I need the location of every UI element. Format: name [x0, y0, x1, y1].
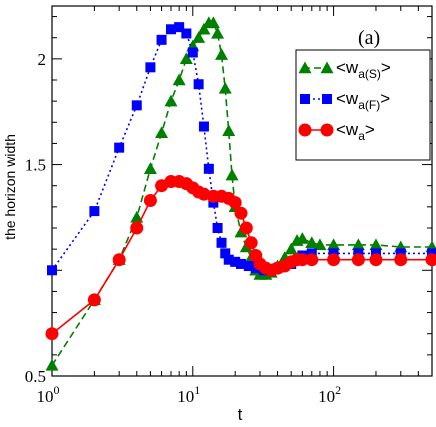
data-point: [351, 253, 365, 267]
legend-label: <wa>: [336, 120, 375, 143]
data-point: [313, 238, 327, 251]
data-point: [295, 232, 309, 244]
data-point: [394, 253, 408, 267]
data-point: [369, 238, 383, 251]
legend-entry: <wa(S)>: [298, 58, 391, 81]
legend-entry: <wa>: [298, 120, 375, 143]
data-point: [212, 223, 223, 233]
series-layer: [45, 16, 436, 371]
data-point: [295, 253, 309, 267]
data-point: [206, 16, 220, 29]
data-point: [45, 358, 59, 371]
legend-marker: [322, 94, 332, 104]
data-point: [131, 100, 142, 111]
y-tick-label: 2: [38, 50, 47, 69]
series-circle: [45, 174, 436, 341]
data-point: [164, 94, 178, 107]
data-point: [225, 168, 239, 181]
data-point: [215, 48, 229, 60]
data-point: [179, 52, 193, 65]
legend-entry: <wa(F)>: [300, 89, 390, 112]
legend-marker: [298, 61, 312, 74]
y-tick-label: 0.5: [25, 367, 46, 386]
x-tick-label: 100: [37, 383, 60, 406]
data-point: [211, 26, 225, 39]
x-tick-label: 102: [318, 383, 341, 406]
data-point: [327, 238, 341, 251]
data-point: [130, 221, 144, 235]
data-point: [172, 73, 186, 86]
y-axis-label: the horizon width: [2, 134, 18, 240]
data-point: [155, 126, 169, 139]
data-point: [174, 22, 185, 33]
data-point: [284, 242, 298, 255]
legend-label: <wa(F)>: [336, 89, 390, 112]
data-point: [181, 28, 192, 39]
data-point: [425, 253, 436, 267]
data-point: [45, 327, 59, 341]
data-point: [230, 256, 241, 267]
data-point: [198, 121, 209, 132]
data-point: [228, 196, 242, 210]
legend-entries: <wa(S)> <wa(F)> <wa>: [298, 58, 391, 143]
data-point: [197, 22, 211, 35]
data-point: [305, 253, 319, 267]
legend-label: <wa(S)>: [336, 58, 391, 81]
data-point: [143, 194, 157, 208]
legend-marker: [320, 123, 334, 137]
data-point: [239, 221, 253, 235]
data-point: [327, 253, 341, 267]
data-point: [234, 206, 248, 220]
data-point: [243, 261, 254, 272]
data-point: [305, 236, 319, 248]
data-point: [216, 237, 227, 248]
data-point: [114, 142, 125, 153]
tick-labels: 100 101 102 0.5 1.5 2: [25, 50, 341, 406]
x-tick-label: 101: [177, 383, 200, 406]
data-point: [145, 62, 156, 73]
y-tick-label: 1.5: [25, 156, 46, 175]
data-point: [220, 248, 231, 259]
data-point: [193, 79, 204, 90]
data-point: [130, 210, 144, 223]
data-point: [369, 253, 383, 267]
data-point: [192, 31, 206, 43]
data-point: [143, 162, 157, 174]
legend-marker: [300, 94, 310, 104]
x-axis-label: t: [238, 405, 243, 424]
legend: <wa(S)> <wa(F)> <wa>: [295, 49, 431, 161]
data-point: [87, 293, 101, 307]
axis-ticks: [51, 6, 433, 377]
data-point: [222, 124, 236, 136]
data-point: [165, 24, 176, 35]
data-point: [89, 206, 100, 217]
data-point: [203, 163, 214, 174]
data-point: [351, 238, 365, 251]
data-point: [156, 34, 167, 45]
data-point: [236, 258, 247, 269]
legend-marker: [320, 61, 334, 74]
data-point: [187, 47, 198, 58]
legend-marker: [298, 123, 312, 137]
data-point: [47, 265, 57, 276]
data-point: [244, 236, 258, 250]
legend-box: [295, 49, 431, 161]
data-point: [223, 254, 234, 265]
data-point: [112, 253, 126, 267]
data-point: [218, 81, 232, 94]
series-line: [51, 22, 432, 366]
plot-frame: [51, 5, 433, 377]
panel-label: (a): [358, 27, 380, 49]
